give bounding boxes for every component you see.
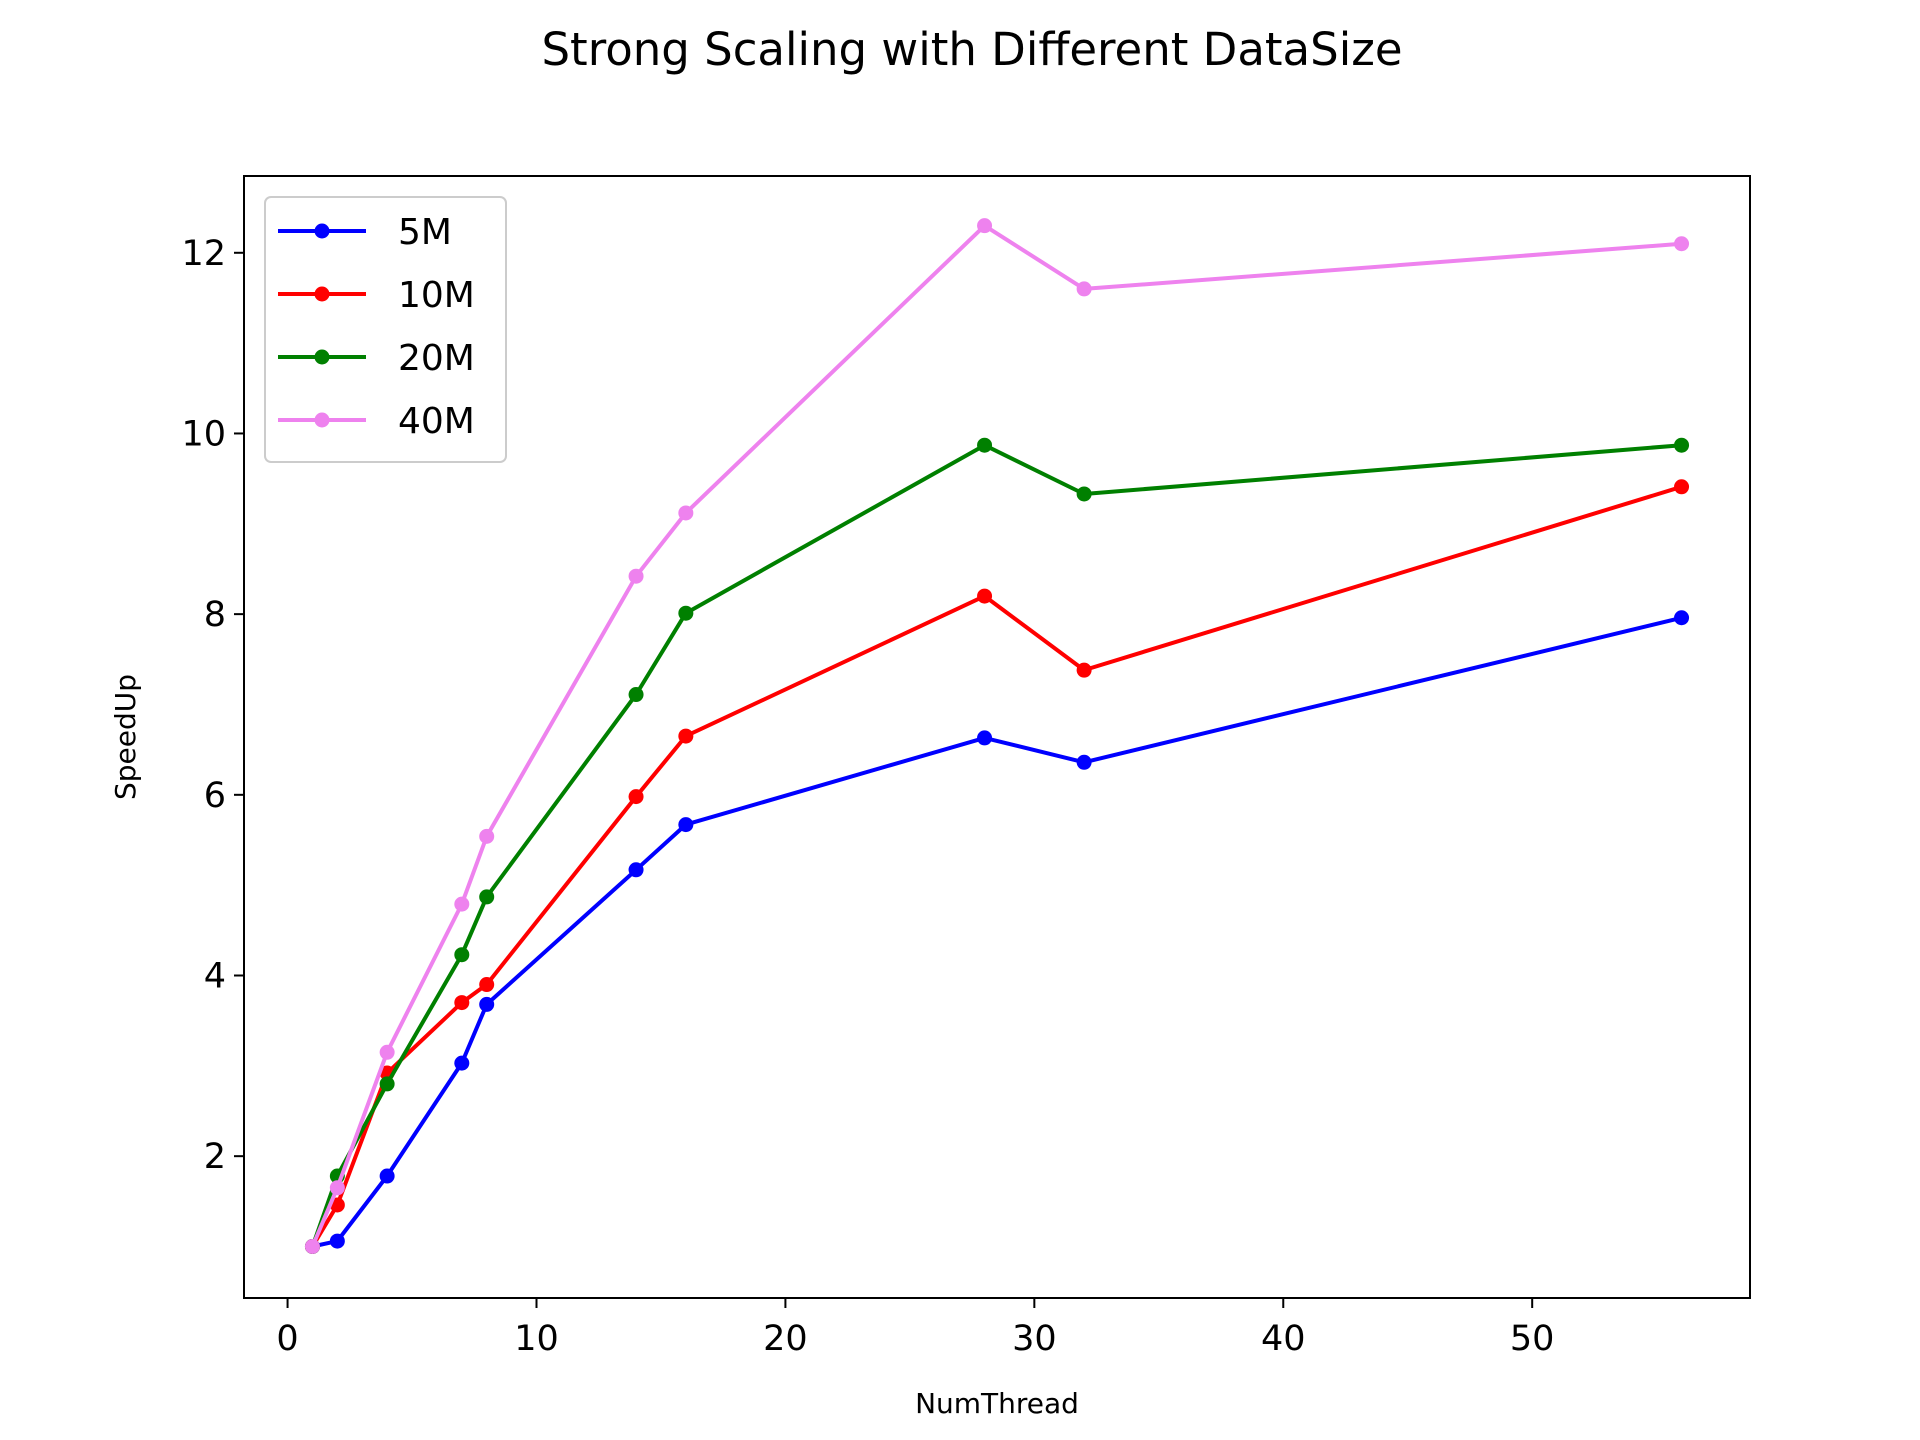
data-point-20m <box>454 947 470 963</box>
series-layer <box>304 218 1690 1255</box>
data-point-20m <box>479 889 495 905</box>
legend-marker <box>314 412 330 428</box>
data-point-5m <box>628 862 644 878</box>
data-point-20m <box>379 1076 395 1092</box>
data-point-40m <box>479 828 495 844</box>
y-tick-label: 2 <box>204 1137 226 1177</box>
data-point-5m <box>329 1233 345 1249</box>
series-40m <box>304 218 1690 1255</box>
legend-box <box>264 196 507 463</box>
data-point-40m <box>379 1044 395 1060</box>
data-point-40m <box>1076 281 1092 297</box>
data-point-10m <box>678 728 694 744</box>
plot-frame <box>243 175 1751 1299</box>
legend-label: 10M <box>398 275 475 316</box>
legend-item-10m: 10M <box>278 275 475 316</box>
y-tick-label: 10 <box>181 414 226 454</box>
legend-label: 20M <box>398 338 475 379</box>
legend-label: 40M <box>398 401 475 442</box>
legend-label: 5M <box>398 212 452 253</box>
data-point-10m <box>479 977 495 993</box>
y-tick-label: 8 <box>204 595 226 635</box>
data-point-5m <box>977 730 993 746</box>
series-line-20m <box>310 443 1684 1249</box>
data-point-10m <box>454 995 470 1011</box>
data-point-20m <box>678 605 694 621</box>
data-point-20m <box>1674 437 1690 453</box>
x-axis: 0 10 20 30 40 50 <box>276 1298 1554 1359</box>
series-line-10m <box>310 484 1684 1249</box>
y-tick-label: 6 <box>204 776 226 816</box>
x-tick-label: 20 <box>763 1319 808 1359</box>
x-tick-label: 30 <box>1012 1319 1057 1359</box>
x-tick-label: 10 <box>514 1319 559 1359</box>
y-tick-label: 12 <box>181 234 226 274</box>
data-point-40m <box>678 505 694 521</box>
legend-item-40m: 40M <box>278 401 475 442</box>
legend-item-20m: 20M <box>278 338 475 379</box>
data-point-5m <box>379 1168 395 1184</box>
x-tick-label: 0 <box>276 1319 298 1359</box>
data-point-40m <box>977 218 993 234</box>
data-point-40m <box>304 1239 320 1255</box>
y-tick-label: 4 <box>204 956 226 996</box>
data-point-5m <box>1076 754 1092 770</box>
legend-marker <box>314 286 330 302</box>
data-point-5m <box>454 1055 470 1071</box>
data-point-10m <box>1076 662 1092 678</box>
x-tick-label: 50 <box>1510 1319 1555 1359</box>
data-point-40m <box>454 896 470 912</box>
data-point-40m <box>1674 236 1690 252</box>
legend-marker <box>314 349 330 365</box>
y-axis-label: SpeedUp <box>109 674 142 800</box>
data-point-20m <box>977 437 993 453</box>
legend-item-5m: 5M <box>278 212 452 253</box>
data-point-20m <box>1076 486 1092 502</box>
data-point-20m <box>628 687 644 703</box>
data-point-10m <box>1674 479 1690 495</box>
y-axis: 2 4 6 8 10 12 <box>181 234 244 1177</box>
data-point-5m <box>678 817 694 833</box>
data-point-40m <box>329 1180 345 1196</box>
x-axis-label: NumThread <box>915 1387 1079 1420</box>
series-line-40m <box>310 223 1684 1249</box>
data-point-10m <box>628 789 644 805</box>
data-point-5m <box>479 996 495 1012</box>
series-line-5m <box>310 615 1684 1249</box>
legend-marker <box>314 223 330 239</box>
legend: 5M 10M 20M 40M <box>264 196 507 463</box>
data-point-40m <box>628 568 644 584</box>
x-tick-label: 40 <box>1261 1319 1306 1359</box>
data-point-5m <box>1674 610 1690 626</box>
data-point-10m <box>977 588 993 604</box>
chart-title: Strong Scaling with Different DataSize <box>541 23 1402 76</box>
